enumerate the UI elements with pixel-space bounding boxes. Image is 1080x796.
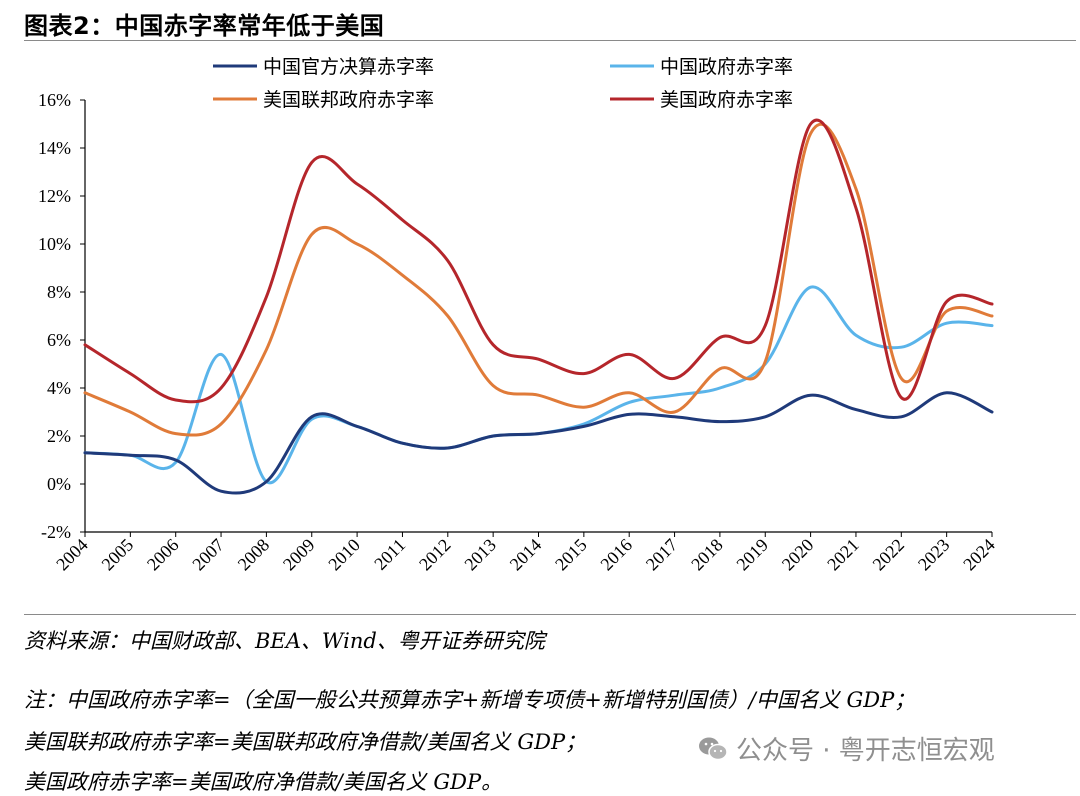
line-chart: 16%14%12%10%8%6%4%2%0%-2%2004 2005 2006 200… bbox=[38, 56, 999, 575]
note-line-1: 注：中国政府赤字率=（全国一般公共预算赤字+新增专项债+新增特别国债）/中国名义… bbox=[24, 688, 916, 712]
x-tick-label: 2024 bbox=[959, 535, 999, 575]
wechat-icon bbox=[699, 737, 728, 760]
legend-label-2: 美国联邦政府赤字率 bbox=[263, 89, 434, 111]
x-tick-label: 2013 bbox=[460, 535, 500, 575]
watermark-text: 公众号 · 粤开志恒宏观 bbox=[736, 736, 995, 766]
x-tick-label: 2014 bbox=[506, 535, 546, 575]
y-tick-label: 14% bbox=[38, 138, 71, 158]
y-tick-label: 10% bbox=[38, 234, 71, 254]
x-tick-label: 2023 bbox=[914, 535, 954, 575]
y-tick-label: -2% bbox=[41, 522, 71, 542]
series-line-0 bbox=[83, 391, 994, 495]
x-tick-label: 2011 bbox=[370, 535, 409, 574]
x-tick-label: 2021 bbox=[823, 535, 863, 575]
watermark: 公众号 · 粤开志恒宏观 bbox=[698, 730, 995, 767]
source-text: 资料来源：中国财政部、BEA、Wind、粤开证券研究院 bbox=[24, 629, 545, 653]
note-line-3: 美国政府赤字率=美国政府净借款/美国名义 GDP。 bbox=[24, 770, 503, 794]
x-tick-label: 2007 bbox=[188, 535, 228, 575]
y-tick-label: 6% bbox=[47, 330, 71, 350]
series-line-1 bbox=[83, 285, 994, 485]
page-title: 图表2：中国赤字率常年低于美国 bbox=[24, 12, 385, 40]
x-tick-label: 2005 bbox=[98, 535, 138, 575]
series-line-2 bbox=[83, 122, 994, 437]
legend-label-3: 美国政府赤字率 bbox=[660, 89, 793, 111]
x-tick-label: 2010 bbox=[324, 535, 364, 575]
legend-label-1: 中国政府赤字率 bbox=[660, 56, 793, 78]
y-tick-label: 2% bbox=[47, 426, 71, 446]
x-tick-label: 2009 bbox=[279, 535, 319, 575]
y-tick-label: 4% bbox=[47, 378, 71, 398]
x-tick-label: 2018 bbox=[687, 535, 727, 575]
x-tick-label: 2015 bbox=[551, 535, 591, 575]
x-tick-label: 2008 bbox=[234, 535, 274, 575]
legend-label-0: 中国官方决算赤字率 bbox=[263, 56, 434, 78]
y-tick-label: 16% bbox=[38, 90, 71, 110]
x-tick-label: 2022 bbox=[869, 535, 909, 575]
y-tick-label: 12% bbox=[38, 186, 71, 206]
x-tick-label: 2006 bbox=[143, 535, 183, 575]
x-tick-label: 2020 bbox=[778, 535, 818, 575]
note-line-2: 美国联邦政府赤字率=美国联邦政府净借款/美国名义 GDP； bbox=[24, 730, 587, 754]
x-tick-label: 2017 bbox=[642, 535, 682, 575]
x-tick-label: 2012 bbox=[415, 535, 455, 575]
x-tick-label: 2019 bbox=[732, 535, 772, 575]
title-divider bbox=[24, 40, 1076, 41]
y-tick-label: 0% bbox=[47, 474, 71, 494]
x-tick-label: 2016 bbox=[596, 535, 636, 575]
series-line-3 bbox=[83, 118, 994, 404]
y-tick-label: 8% bbox=[47, 282, 71, 302]
source-divider bbox=[24, 614, 1076, 615]
